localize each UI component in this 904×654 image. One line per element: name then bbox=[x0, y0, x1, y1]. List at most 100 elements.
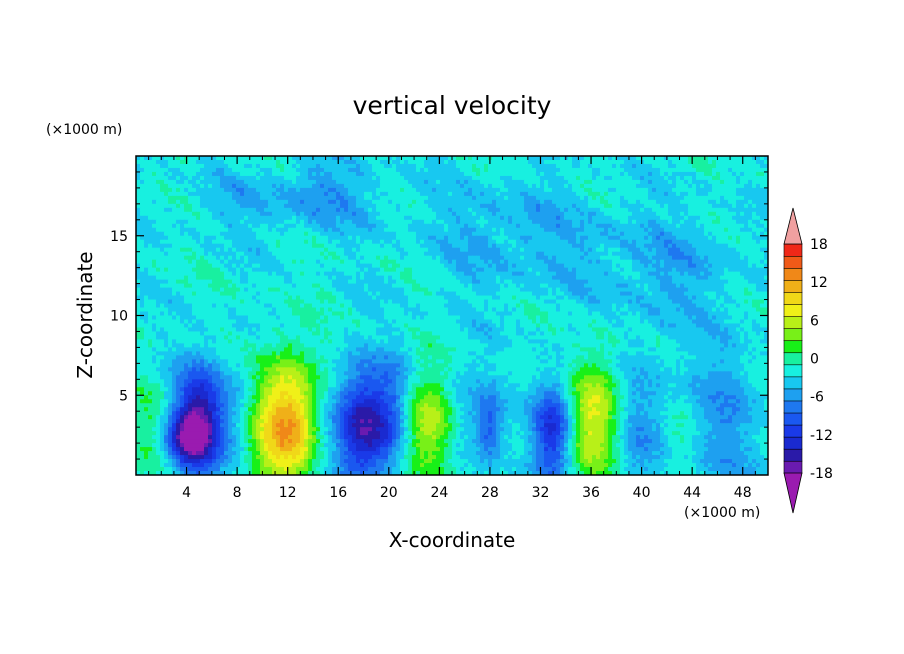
contour-cell bbox=[404, 263, 409, 269]
contour-cell bbox=[140, 183, 145, 189]
contour-cell bbox=[664, 219, 669, 225]
contour-cell bbox=[616, 159, 621, 165]
contour-cell bbox=[464, 191, 469, 197]
contour-cell bbox=[424, 219, 429, 225]
contour-cell bbox=[184, 199, 189, 205]
contour-cell bbox=[764, 227, 768, 233]
contour-cell bbox=[604, 187, 609, 193]
contour-cell bbox=[340, 263, 345, 269]
contour-cell bbox=[676, 163, 681, 169]
contour-cell bbox=[644, 267, 649, 273]
contour-cell bbox=[436, 243, 441, 249]
contour-cell bbox=[568, 251, 573, 257]
contour-cell bbox=[660, 263, 665, 269]
contour-cell bbox=[296, 163, 301, 169]
contour-cell bbox=[644, 251, 649, 257]
contour-cell bbox=[456, 179, 461, 185]
contour-cell bbox=[644, 259, 649, 265]
contour-cell bbox=[268, 199, 273, 205]
contour-cell bbox=[732, 223, 737, 229]
contour-cell bbox=[220, 239, 225, 245]
contour-cell bbox=[604, 163, 609, 169]
contour-cell bbox=[420, 163, 425, 169]
contour-cell bbox=[740, 255, 745, 261]
contour-cell bbox=[264, 231, 269, 237]
contour-cell bbox=[408, 167, 413, 173]
contour-cell bbox=[384, 183, 389, 189]
contour-cell bbox=[728, 167, 733, 173]
contour-cell bbox=[524, 163, 529, 169]
contour-cell bbox=[400, 219, 405, 225]
contour-cell bbox=[740, 223, 745, 229]
contour-cell bbox=[164, 255, 169, 261]
contour-cell bbox=[476, 231, 481, 237]
contour-cell bbox=[444, 263, 449, 269]
contour-cell bbox=[240, 175, 245, 181]
contour-cell bbox=[376, 183, 381, 189]
contour-cell bbox=[408, 247, 413, 253]
contour-cell bbox=[168, 175, 173, 181]
contour-cell bbox=[644, 175, 649, 181]
contour-cell bbox=[236, 227, 241, 233]
contour-cell bbox=[276, 199, 281, 205]
contour-cell bbox=[424, 243, 429, 249]
contour-cell bbox=[300, 259, 305, 265]
contour-cell bbox=[252, 255, 257, 261]
contour-cell bbox=[568, 175, 573, 181]
contour-cell bbox=[404, 235, 409, 241]
contour-cell bbox=[252, 243, 257, 249]
contour-cell bbox=[280, 271, 285, 277]
contour-cell bbox=[448, 267, 453, 273]
contour-cell bbox=[300, 156, 305, 161]
contour-cell bbox=[180, 183, 185, 189]
contour-cell bbox=[508, 243, 513, 249]
contour-cell bbox=[704, 227, 709, 233]
contour-cell bbox=[352, 259, 357, 265]
contour-cell bbox=[156, 263, 161, 269]
contour-cell bbox=[260, 183, 265, 189]
contour-cell bbox=[440, 231, 445, 237]
contour-cell bbox=[712, 203, 717, 209]
contour-cell bbox=[600, 251, 605, 257]
contour-cell bbox=[204, 183, 209, 189]
contour-cell bbox=[496, 259, 501, 265]
contour-cell bbox=[624, 179, 629, 185]
contour-cell bbox=[568, 215, 573, 221]
contour-cell bbox=[228, 243, 233, 249]
contour-cell bbox=[336, 275, 341, 281]
contour-cell bbox=[676, 156, 681, 161]
contour-cell bbox=[452, 195, 457, 201]
contour-cell bbox=[524, 247, 529, 253]
contour-cell bbox=[720, 187, 725, 193]
contour-cell bbox=[216, 215, 221, 221]
contour-cell bbox=[228, 223, 233, 229]
contour-cell bbox=[520, 267, 525, 273]
contour-cell bbox=[628, 191, 633, 197]
contour-cell bbox=[216, 227, 221, 233]
contour-cell bbox=[324, 227, 329, 233]
contour-cell bbox=[352, 255, 357, 261]
contour-cell bbox=[240, 223, 245, 229]
contour-cell bbox=[656, 259, 661, 265]
contour-cell bbox=[544, 211, 549, 217]
contour-cell bbox=[216, 191, 221, 197]
contour-cell bbox=[436, 215, 441, 221]
contour-cell bbox=[740, 211, 745, 217]
contour-cell bbox=[752, 171, 757, 177]
contour-cell bbox=[292, 207, 297, 213]
contour-cell bbox=[464, 219, 469, 225]
contour-cell bbox=[488, 263, 493, 269]
contour-cell bbox=[344, 247, 349, 253]
contour-cell bbox=[388, 203, 393, 209]
contour-cell bbox=[248, 267, 253, 273]
contour-cell bbox=[432, 211, 437, 217]
contour-cell bbox=[700, 259, 705, 265]
contour-cell bbox=[172, 163, 177, 169]
contour-cell bbox=[204, 199, 209, 205]
contour-cell bbox=[424, 183, 429, 189]
contour-cell bbox=[688, 207, 693, 213]
contour-cell bbox=[348, 211, 353, 217]
contour-cell bbox=[260, 163, 265, 169]
contour-cell bbox=[436, 211, 441, 217]
contour-cell bbox=[192, 183, 197, 189]
